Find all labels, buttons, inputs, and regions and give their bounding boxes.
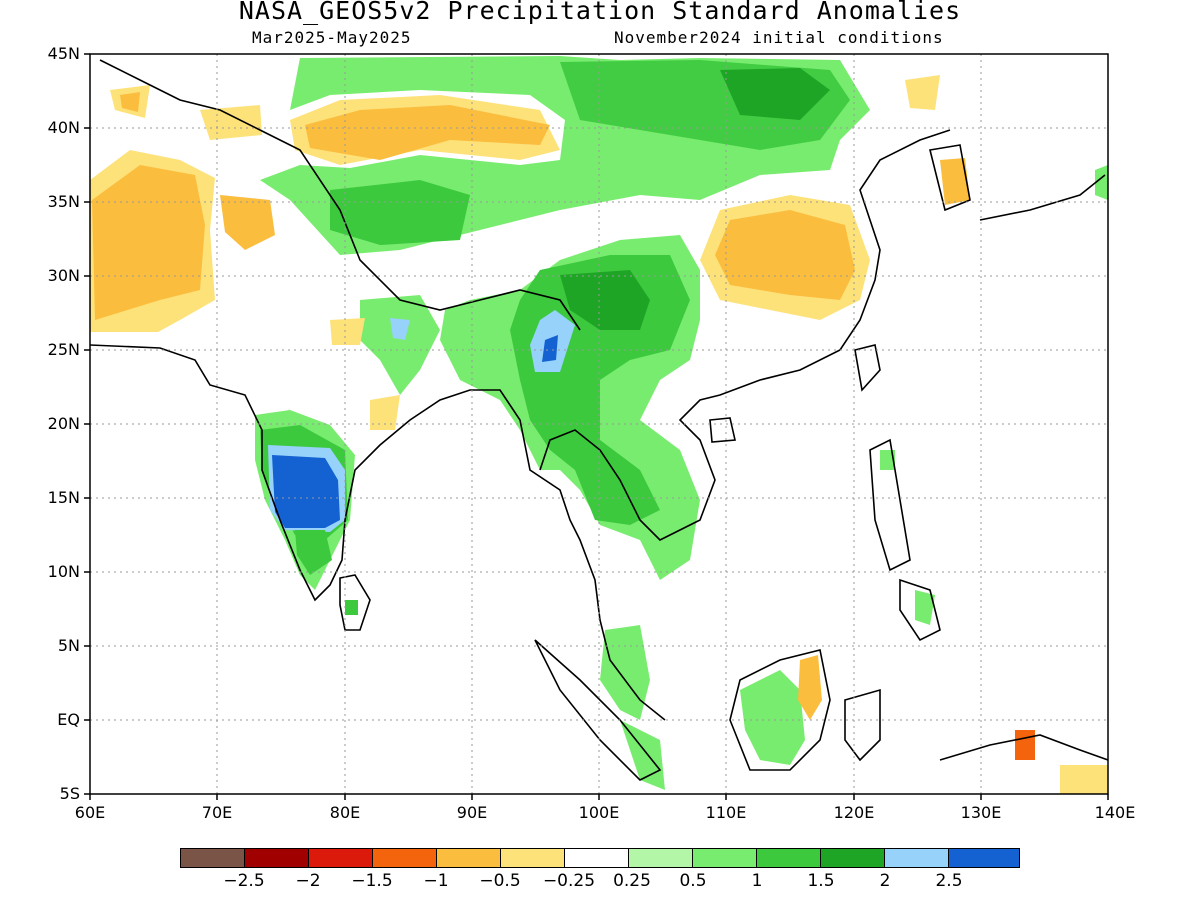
colorbar-label: −0.25 [542, 871, 596, 891]
colorbar-label: 1.5 [807, 871, 835, 891]
grid-lines [90, 54, 1108, 794]
map-title: NASA_GEOS5v2 Precipitation Standard Anom… [238, 0, 962, 25]
colorbar-swatch [180, 848, 245, 868]
wet-region-india-peak [272, 455, 340, 528]
lat-label: 5S [59, 784, 80, 803]
lat-label: 10N [47, 562, 80, 581]
lat-label: 15N [47, 488, 80, 507]
lon-label: 140E [1094, 803, 1136, 822]
lat-label: 45N [47, 44, 80, 63]
colorbar-swatch [372, 848, 437, 868]
lon-label: 70E [201, 803, 233, 822]
anomaly-shading [90, 56, 1108, 794]
colorbar-swatch [884, 848, 949, 868]
colorbar-label: −2 [295, 871, 321, 891]
lat-label: 35N [47, 192, 80, 211]
colorbar-label: 1 [751, 871, 763, 891]
lon-label: 100E [578, 803, 620, 822]
coastlines [90, 59, 1108, 781]
axis-ticks [84, 53, 1109, 800]
forecast-period: Mar2025-May2025 [252, 28, 412, 47]
colorbar-swatch [756, 848, 821, 868]
dry-region-korea [940, 158, 970, 205]
colorbar-swatch [244, 848, 309, 868]
lon-label: 120E [833, 803, 875, 822]
colorbar-label: −1 [423, 871, 449, 891]
colorbar-swatch [564, 848, 629, 868]
colorbar-swatch [436, 848, 501, 868]
lon-label: 130E [960, 803, 1002, 822]
lon-label: 80E [329, 803, 361, 822]
lon-label: 110E [705, 803, 747, 822]
colorbar-label: 2 [879, 871, 891, 891]
colorbar-label: −2.5 [223, 871, 265, 891]
dry-region-afghanistan-core [92, 165, 205, 320]
colorbar-swatch [308, 848, 373, 868]
lon-label: 60E [74, 803, 106, 822]
lat-label: 20N [47, 414, 80, 433]
colorbar-swatch [948, 848, 1020, 868]
lon-label: 90E [456, 803, 488, 822]
colorbar-label: 0.5 [679, 871, 707, 891]
lat-label: 5N [57, 636, 80, 655]
colorbar-swatch [820, 848, 885, 868]
colorbar-label: −1.5 [351, 871, 393, 891]
lat-label: 25N [47, 340, 80, 359]
lat-label: 40N [47, 118, 80, 137]
initial-conditions: November2024 initial conditions [614, 28, 944, 47]
colorbar-swatch [692, 848, 757, 868]
lat-label: EQ [57, 710, 80, 729]
colorbar-label: −0.5 [479, 871, 521, 891]
wet-region-borneo [740, 670, 805, 765]
colorbar-label: 0.25 [613, 871, 651, 891]
colorbar-label: 2.5 [935, 871, 963, 891]
colorbar-swatch [628, 848, 693, 868]
lat-label: 30N [47, 266, 80, 285]
colorbar-swatch [500, 848, 565, 868]
